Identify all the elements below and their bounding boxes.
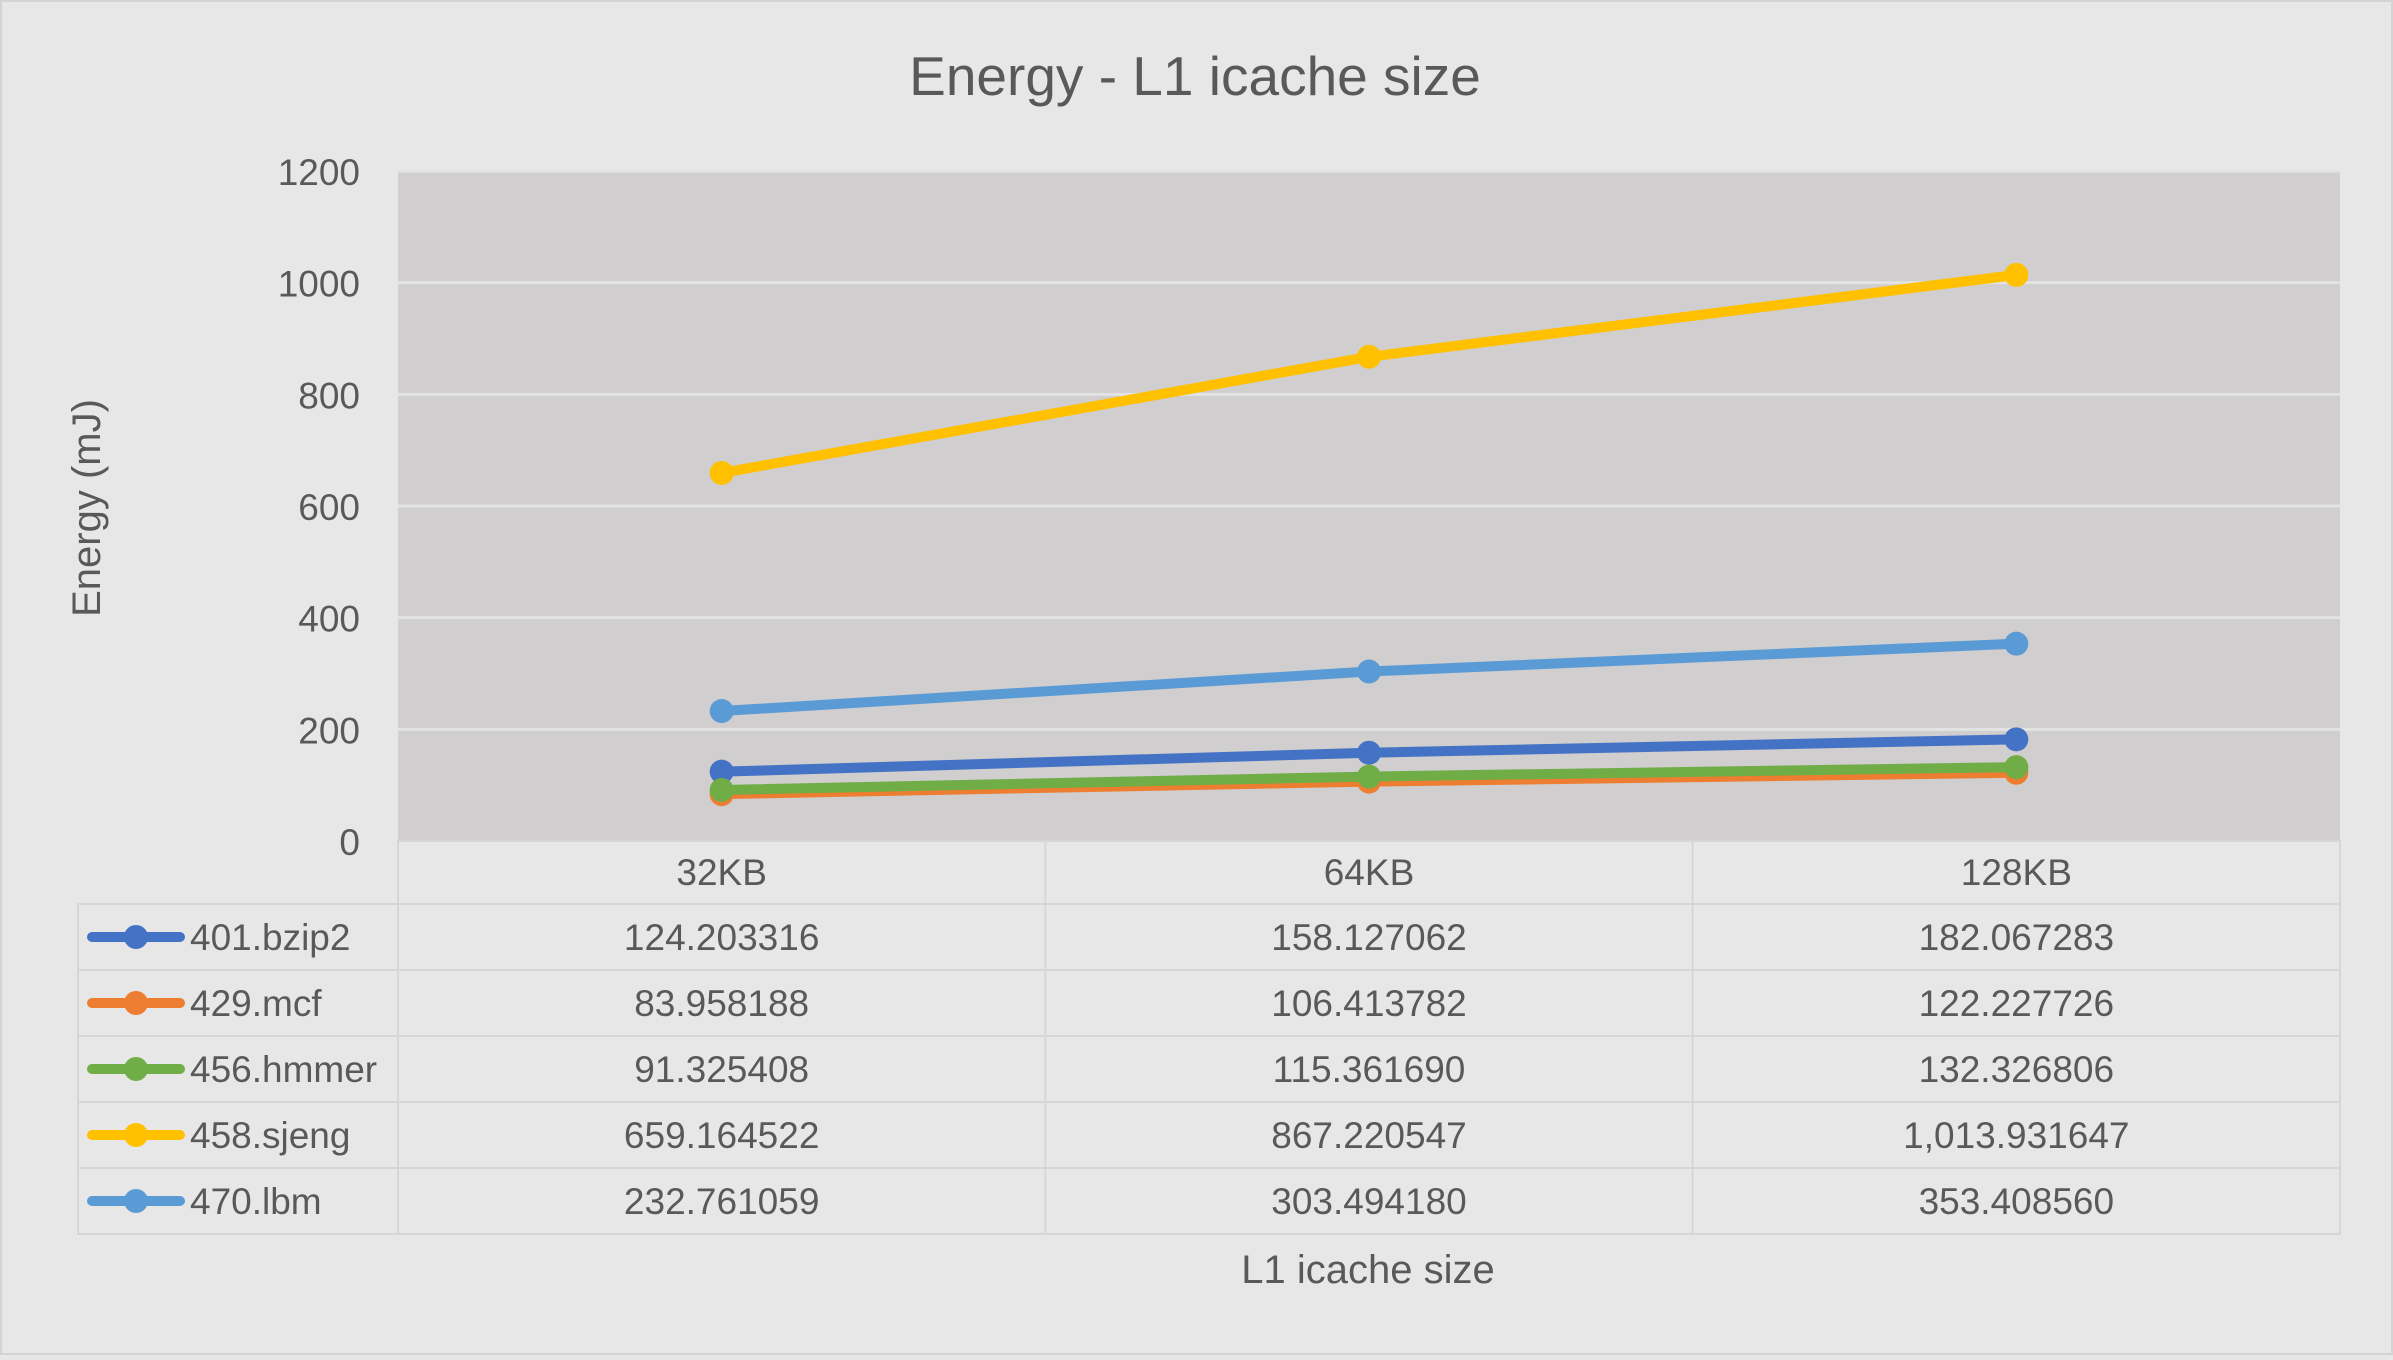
data-label: 91.325408 xyxy=(634,1049,809,1090)
data-point xyxy=(1357,659,1381,684)
data-label: 122.227726 xyxy=(1919,983,2114,1024)
plot-area: 0 200 400 600 800 1000 1200 xyxy=(278,152,2340,863)
data-label: 124.203316 xyxy=(624,917,819,958)
legend-marker-icon xyxy=(124,925,148,949)
legend-marker-icon xyxy=(124,1123,148,1147)
data-label: 353.408560 xyxy=(1919,1181,2114,1222)
data-label: 303.494180 xyxy=(1271,1181,1466,1222)
data-point xyxy=(2004,262,2029,287)
legend-label: 401.bzip2 xyxy=(190,917,350,958)
data-label: 83.958188 xyxy=(634,983,809,1024)
data-label: 158.127062 xyxy=(1271,917,1466,958)
data-point xyxy=(709,778,734,803)
data-label: 1,013.931647 xyxy=(1903,1115,2129,1156)
data-label: 232.761059 xyxy=(624,1181,819,1222)
data-point xyxy=(709,759,734,784)
table-header-cell xyxy=(397,840,2341,905)
legend-marker-icon xyxy=(124,1057,148,1081)
data-table: 32KB 64KB 128KB 401.bzip2 124.203316 158.1270… xyxy=(77,840,2341,1235)
data-point xyxy=(2004,727,2029,752)
data-point xyxy=(709,699,734,724)
data-label: 115.361690 xyxy=(1273,1049,1466,1090)
y-tick-label: 0 xyxy=(339,822,360,863)
legend-label: 470.lbm xyxy=(190,1181,322,1222)
data-point xyxy=(2004,755,2029,780)
x-tick-label: 128KB xyxy=(1961,852,2072,893)
y-tick-label: 800 xyxy=(298,375,360,416)
legend-label: 456.hmmer xyxy=(190,1049,377,1090)
y-tick-label: 1000 xyxy=(278,264,360,305)
legend-marker-icon xyxy=(124,1189,148,1213)
legend-marker-icon xyxy=(124,991,148,1015)
data-label: 106.413782 xyxy=(1271,983,1466,1024)
data-label: 132.326806 xyxy=(1919,1049,2114,1090)
x-tick-label: 64KB xyxy=(1324,852,1415,893)
data-point xyxy=(1357,764,1381,789)
y-axis-label: Energy (mJ) xyxy=(65,399,109,617)
data-point xyxy=(709,460,734,485)
y-tick-label: 200 xyxy=(298,710,360,751)
legend-label: 458.sjeng xyxy=(190,1115,350,1156)
legend-label: 429.mcf xyxy=(190,983,322,1024)
y-tick-label: 1200 xyxy=(278,152,360,193)
data-label: 182.067283 xyxy=(1919,917,2114,958)
y-tick-label: 600 xyxy=(298,487,360,528)
data-label: 659.164522 xyxy=(624,1115,819,1156)
y-tick-label: 400 xyxy=(298,599,360,640)
data-point xyxy=(1357,344,1381,369)
data-point xyxy=(1357,740,1381,765)
x-tick-label: 32KB xyxy=(676,852,767,893)
data-label: 867.220547 xyxy=(1271,1115,1466,1156)
data-point xyxy=(2004,631,2029,656)
x-axis-label: L1 icache size xyxy=(1241,1248,1494,1292)
chart-title: Energy - L1 icache size xyxy=(909,45,1481,107)
